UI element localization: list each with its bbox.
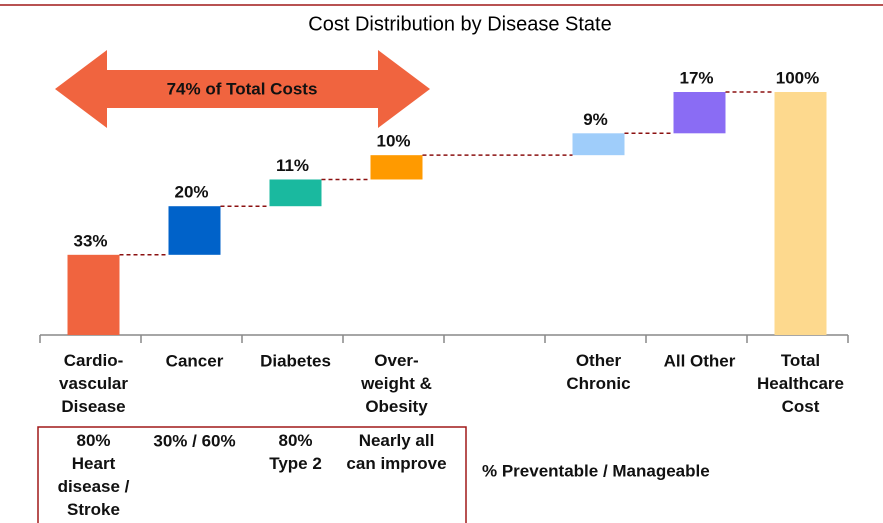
x-tick-label: Cardio-vascular Disease [59,351,128,416]
x-tick-label: Diabetes [260,351,331,370]
bar [269,179,322,207]
bar [67,254,120,335]
bar [168,206,221,255]
data-label: 10% [376,132,410,151]
data-label: 11% [276,156,309,175]
x-tick-label: Cancer [166,351,224,370]
bar [370,155,423,180]
preventable-cell: Nearly all can improve [346,431,446,473]
preventable-label: % Preventable / Manageable [482,461,710,480]
data-label: 20% [174,183,208,202]
data-label: 9% [583,110,608,129]
preventable-cell: 30% / 60% [153,431,235,450]
x-tick-label: Other Chronic [566,351,630,393]
preventable-cell: 80% Heart disease / Stroke [58,431,130,519]
x-tick-label: Over-weight & Obesity [360,351,432,416]
arrow-label: 74% of Total Costs [167,79,318,98]
bar [673,92,726,134]
x-tick-label: All Other [664,351,736,370]
data-label: 17% [679,68,713,87]
preventable-cell: 80% Type 2 [269,431,322,473]
data-label: 100% [776,68,819,87]
bar [572,133,625,156]
range-arrow [55,50,430,128]
data-label: 33% [73,231,107,250]
x-tick-label: Total Healthcare Cost [757,351,844,416]
preventable-box [37,426,467,523]
bar [774,92,827,335]
chart-title: Cost Distribution by Disease State [308,13,611,35]
